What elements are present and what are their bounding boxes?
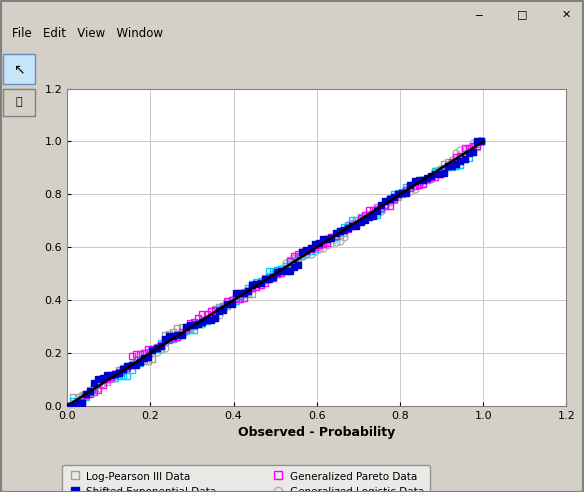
Y-axis label: Analytical - Probability: Analytical - Probability	[26, 167, 39, 327]
Text: □: □	[517, 10, 528, 20]
Text: ✕: ✕	[562, 10, 571, 20]
Text: File   Edit   View   Window: File Edit View Window	[12, 27, 163, 40]
Legend: Log-Pearson III Data, Shifted Exponential Data, Generalized Extreme Value Data, : Log-Pearson III Data, Shifted Exponentia…	[62, 465, 430, 492]
Text: ↖: ↖	[13, 62, 25, 76]
X-axis label: Observed - Probability: Observed - Probability	[238, 426, 395, 439]
Text: ─: ─	[475, 10, 482, 20]
Text: 🔍: 🔍	[16, 97, 23, 107]
